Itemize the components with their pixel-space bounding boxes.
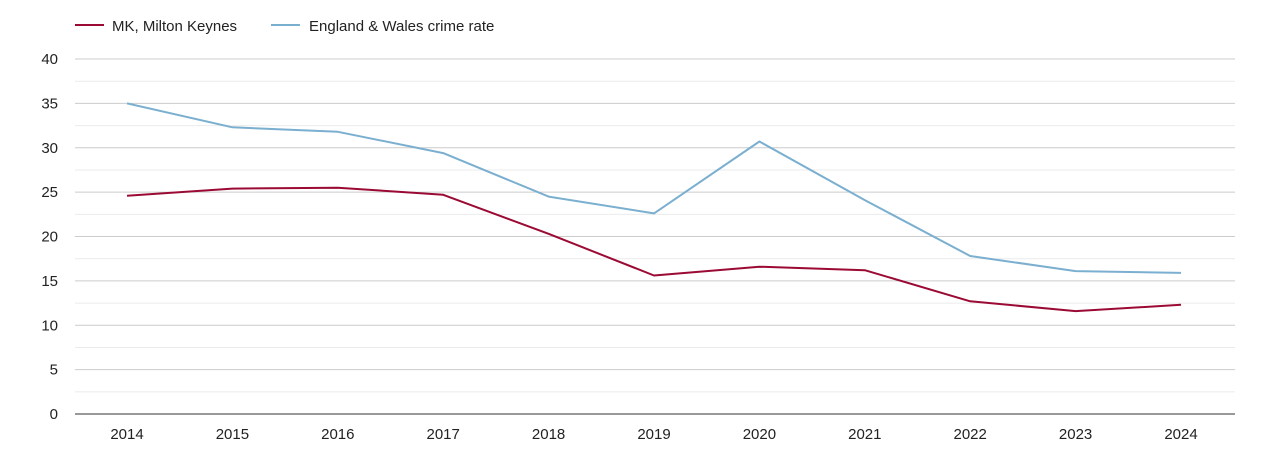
legend-label-mk: MK, Milton Keynes — [112, 18, 237, 35]
x-tick-label: 2020 — [743, 426, 776, 443]
y-tick-label: 10 — [41, 317, 58, 334]
x-axis-labels: 2014 2015 2016 2017 2018 2019 2020 2021 2022 2023… — [110, 426, 1197, 443]
series-line-england-wales — [126, 102, 1182, 274]
series-lines — [126, 102, 1182, 313]
y-tick-label: 40 — [41, 51, 58, 68]
x-tick-label: 2014 — [110, 426, 143, 443]
x-tick-label: 2023 — [1059, 426, 1092, 443]
x-tick-label: 2019 — [637, 426, 670, 443]
y-tick-label: 25 — [41, 184, 58, 201]
legend-label-england-wales: England & Wales crime rate — [309, 18, 494, 35]
y-tick-label: 20 — [41, 229, 58, 246]
y-tick-label: 0 — [50, 406, 58, 423]
x-tick-label: 2024 — [1164, 426, 1197, 443]
grid — [75, 58, 1235, 393]
series-line-mk — [126, 186, 1182, 313]
y-tick-label: 35 — [41, 95, 58, 112]
y-tick-label: 5 — [50, 362, 58, 379]
legend: MK, Milton Keynes England & Wales crime … — [75, 18, 494, 35]
x-tick-label: 2021 — [848, 426, 881, 443]
y-axis-labels: 0 5 10 15 20 25 30 35 40 — [41, 51, 58, 423]
x-tick-label: 2018 — [532, 426, 565, 443]
y-tick-label: 15 — [41, 273, 58, 290]
x-tick-label: 2022 — [954, 426, 987, 443]
x-tick-label: 2016 — [321, 426, 354, 443]
y-tick-label: 30 — [41, 140, 58, 157]
x-tick-label: 2015 — [216, 426, 249, 443]
x-tick-label: 2017 — [427, 426, 460, 443]
